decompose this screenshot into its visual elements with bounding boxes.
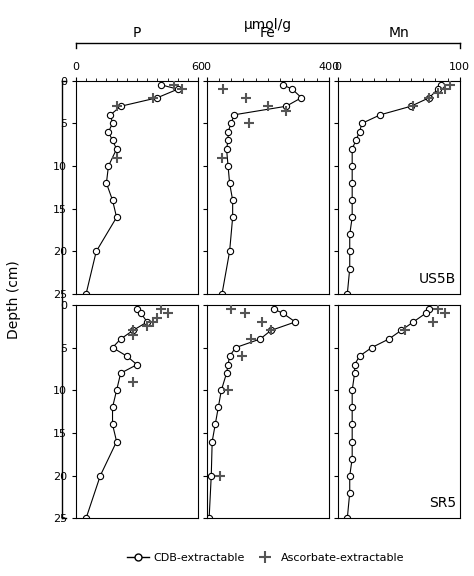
Point	[228, 305, 235, 314]
Point	[129, 377, 137, 386]
Point	[218, 153, 226, 162]
Point	[283, 106, 290, 115]
Legend: CDB-extractable, Ascorbate-extractable: CDB-extractable, Ascorbate-extractable	[122, 549, 409, 567]
Point	[247, 335, 255, 344]
Point	[170, 80, 177, 89]
Point	[267, 326, 274, 335]
Point	[154, 313, 161, 323]
Point	[410, 101, 417, 111]
Text: US5B: US5B	[419, 272, 456, 286]
Point	[238, 351, 246, 361]
Point	[446, 80, 454, 89]
Point	[264, 101, 272, 111]
X-axis label: Mn: Mn	[388, 25, 409, 40]
Point	[241, 309, 249, 318]
X-axis label: Fe: Fe	[260, 25, 276, 40]
Point	[143, 321, 151, 331]
Text: SR5: SR5	[429, 496, 456, 510]
Text: Depth (cm): Depth (cm)	[7, 260, 21, 339]
Point	[434, 89, 442, 98]
Point	[149, 93, 157, 103]
Point	[426, 93, 433, 103]
Point	[224, 386, 232, 395]
X-axis label: P: P	[133, 25, 141, 40]
Point	[158, 305, 165, 314]
Point	[441, 309, 449, 318]
Point	[441, 85, 449, 94]
Point	[113, 101, 120, 111]
Point	[217, 471, 224, 480]
Point	[113, 153, 120, 162]
Point	[258, 317, 265, 327]
Point	[243, 93, 250, 103]
Point	[434, 305, 442, 314]
Point	[164, 309, 171, 318]
Point	[219, 85, 227, 94]
Point	[429, 317, 437, 327]
Point	[129, 326, 137, 335]
Point	[178, 85, 186, 94]
Point	[129, 330, 137, 339]
Text: μmol/g: μmol/g	[244, 18, 292, 32]
Point	[246, 119, 253, 128]
Point	[149, 317, 157, 327]
Point	[401, 326, 409, 335]
